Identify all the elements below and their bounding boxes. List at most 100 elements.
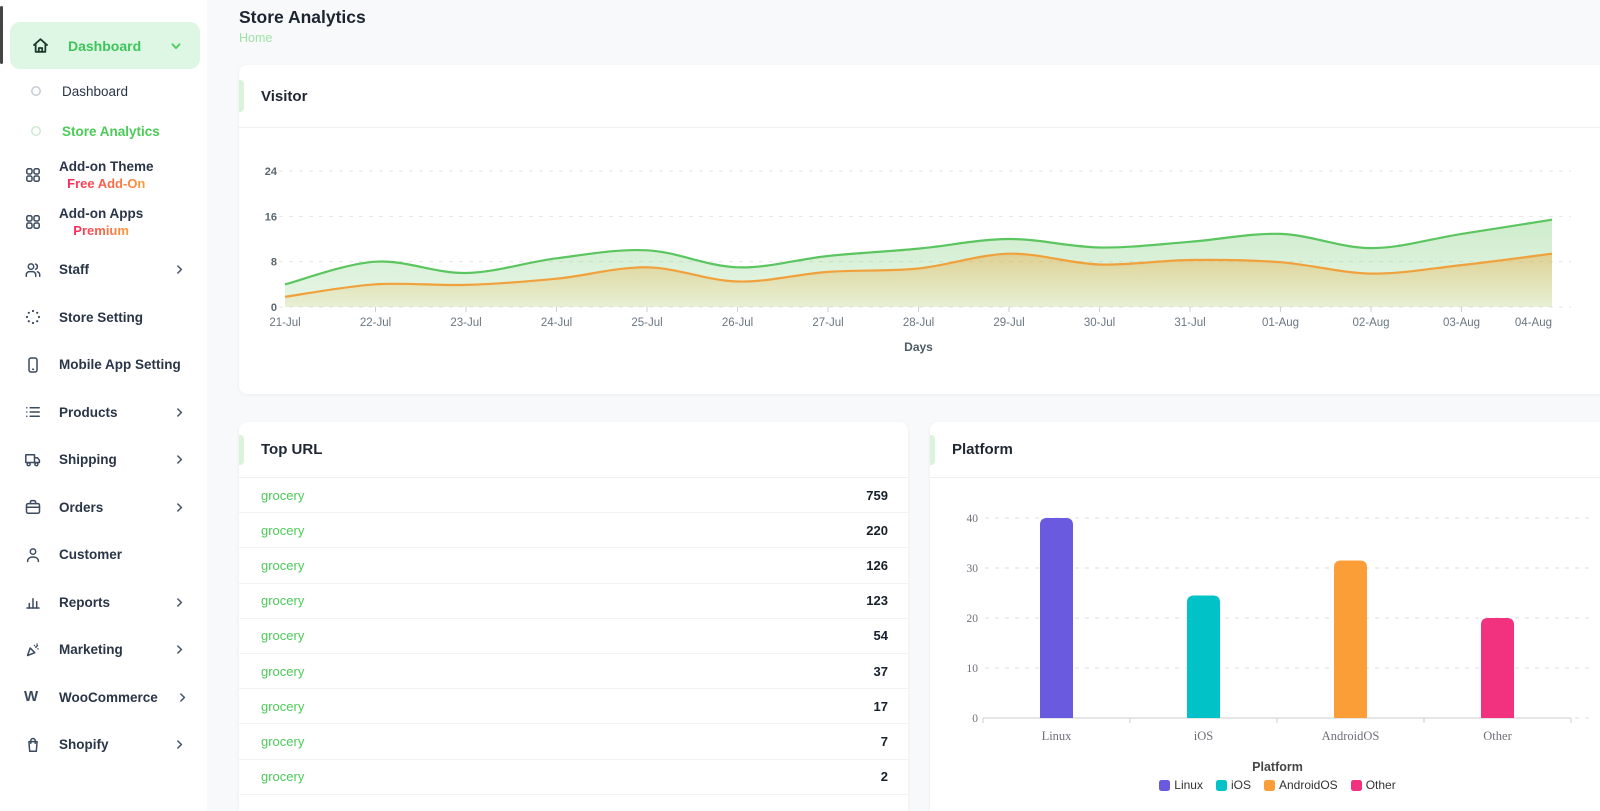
visitor-area-chart: 0 8 16 24 21-Jul 22-Jul 23-Jul 24-Jul 25-Jul 26-J… bbox=[265, 166, 1571, 354]
home-icon bbox=[31, 36, 50, 55]
url-link[interactable]: grocery bbox=[261, 698, 305, 714]
url-count: 2 bbox=[880, 769, 888, 785]
svg-text:0: 0 bbox=[972, 713, 978, 725]
svg-text:8: 8 bbox=[271, 257, 277, 269]
svg-text:iOS: iOS bbox=[1194, 729, 1214, 743]
legend-label: Linux bbox=[1174, 778, 1203, 792]
url-link[interactable]: grocery bbox=[261, 557, 305, 573]
circle-icon bbox=[27, 122, 45, 140]
legend-swatch bbox=[1215, 779, 1227, 791]
sidebar-item-shipping[interactable]: Shipping bbox=[0, 436, 207, 484]
bar-ios bbox=[1187, 595, 1220, 718]
svg-text:25-Jul: 25-Jul bbox=[631, 317, 662, 329]
woocommerce-icon: W bbox=[24, 688, 39, 706]
legend-item-androidos[interactable]: AndroidOS bbox=[1263, 778, 1338, 792]
sidebar-item-orders[interactable]: Orders bbox=[0, 484, 207, 532]
top-url-row: grocery 7 bbox=[239, 724, 908, 760]
top-url-row: grocery 123 bbox=[239, 584, 908, 619]
breadcrumb[interactable]: Home bbox=[239, 31, 273, 45]
svg-text:AndroidOS: AndroidOS bbox=[1322, 729, 1380, 743]
svg-text:28-Jul: 28-Jul bbox=[903, 317, 934, 329]
briefcase-icon bbox=[24, 498, 42, 516]
sidebar-item-marketing[interactable]: Marketing bbox=[0, 626, 207, 674]
sidebar-item-store-setting[interactable]: Store Setting bbox=[0, 294, 207, 342]
top-url-row: grocery 2 bbox=[239, 760, 908, 795]
platform-card-header: Platform bbox=[930, 422, 1600, 478]
svg-text:16: 16 bbox=[265, 211, 277, 223]
svg-text:26-Jul: 26-Jul bbox=[722, 317, 753, 329]
sidebar-item-dashboard[interactable]: Dashboard bbox=[0, 71, 207, 111]
top-url-row: grocery 17 bbox=[239, 689, 908, 725]
sidebar-item-woocommerce[interactable]: W WooCommerce bbox=[0, 674, 207, 722]
url-link[interactable]: grocery bbox=[261, 628, 305, 644]
chevron-down-icon bbox=[168, 38, 184, 54]
legend-swatch bbox=[1350, 779, 1362, 791]
sidebar-item-label: Products bbox=[59, 404, 118, 420]
sidebar-item-shopify[interactable]: Shopify bbox=[0, 721, 207, 769]
green-line bbox=[284, 218, 1553, 286]
url-link[interactable]: grocery bbox=[261, 593, 305, 609]
x-axis-title: Days bbox=[904, 340, 933, 354]
top-url-row: grocery 37 bbox=[239, 654, 908, 690]
url-link[interactable]: grocery bbox=[261, 769, 305, 785]
smartphone-icon bbox=[24, 356, 42, 374]
sidebar-item-badge: Free Add-On bbox=[67, 175, 146, 191]
top-url-card: Top URL grocery 759 grocery 220 grocery 126 gr… bbox=[239, 422, 908, 811]
url-count: 54 bbox=[873, 628, 888, 644]
sidebar-item-store-analytics[interactable]: Store Analytics bbox=[0, 111, 207, 151]
url-link[interactable]: grocery bbox=[261, 487, 305, 503]
url-count: 7 bbox=[880, 733, 888, 749]
url-link[interactable]: grocery bbox=[261, 663, 305, 679]
sidebar-item-customer[interactable]: Customer bbox=[0, 531, 207, 579]
sidebar-item-add-on-theme[interactable]: Add-on Theme Free Add-On bbox=[0, 151, 207, 199]
chevron-right-icon bbox=[172, 595, 187, 610]
svg-text:40: 40 bbox=[967, 513, 979, 525]
url-count: 37 bbox=[873, 663, 888, 679]
sidebar-item-add-on-apps[interactable]: Add-on Apps Premium bbox=[0, 199, 207, 247]
truck-icon bbox=[24, 451, 42, 469]
sidebar-item-label: Reports bbox=[59, 594, 111, 610]
sidebar-item-label: Orders bbox=[59, 499, 104, 515]
url-link[interactable]: grocery bbox=[261, 733, 305, 749]
page-title: Store Analytics bbox=[239, 7, 366, 27]
bar-other bbox=[1481, 618, 1514, 718]
chevron-right-icon bbox=[172, 452, 187, 467]
svg-text:10: 10 bbox=[967, 663, 979, 675]
sidebar-item-label: Shopify bbox=[59, 737, 109, 753]
platform-legend-title: Platform bbox=[1252, 760, 1303, 774]
users-icon bbox=[24, 261, 42, 279]
top-url-row: grocery 54 bbox=[239, 619, 908, 654]
sidebar-item-products[interactable]: Products bbox=[0, 389, 207, 437]
top-url-row: grocery 220 bbox=[239, 513, 908, 549]
sidebar-item-reports[interactable]: Reports bbox=[0, 579, 207, 627]
url-link[interactable]: grocery bbox=[261, 522, 305, 538]
legend-item-other[interactable]: Other bbox=[1350, 778, 1396, 792]
visitor-card-title: Visitor bbox=[261, 87, 308, 105]
sidebar-item-label: Mobile App Setting bbox=[59, 357, 181, 373]
grid-icon bbox=[24, 166, 42, 184]
sidebar-item-label: Customer bbox=[59, 547, 123, 563]
svg-text:03-Aug: 03-Aug bbox=[1443, 317, 1480, 329]
url-count: 759 bbox=[866, 487, 888, 503]
loader-icon bbox=[24, 308, 42, 326]
svg-text:Other: Other bbox=[1483, 729, 1512, 743]
top-url-list: grocery 759 grocery 220 grocery 126 grocery 123… bbox=[239, 478, 908, 795]
svg-text:04-Aug: 04-Aug bbox=[1515, 317, 1552, 329]
legend-item-ios[interactable]: iOS bbox=[1215, 778, 1251, 792]
legend-item-linux[interactable]: Linux bbox=[1159, 778, 1203, 792]
circle-icon bbox=[27, 82, 45, 100]
card-accent-bar bbox=[930, 435, 935, 465]
sidebar-item-label: Store Analytics bbox=[62, 123, 160, 139]
sidebar-item-mobile-app-setting[interactable]: Mobile App Setting bbox=[0, 341, 207, 389]
sidebar-item-dashboard-parent[interactable]: Dashboard bbox=[10, 22, 200, 69]
chevron-right-icon bbox=[172, 500, 187, 515]
svg-text:29-Jul: 29-Jul bbox=[993, 317, 1024, 329]
platform-legend: Platform Linux iOS AndroidOS Other bbox=[930, 760, 1600, 792]
svg-text:01-Aug: 01-Aug bbox=[1262, 317, 1299, 329]
sidebar-scrollbar[interactable] bbox=[0, 6, 3, 64]
sidebar-item-label: Add-on Theme bbox=[59, 158, 154, 174]
top-url-card-title: Top URL bbox=[261, 441, 323, 458]
svg-text:02-Aug: 02-Aug bbox=[1352, 317, 1389, 329]
chevron-right-icon bbox=[175, 690, 190, 705]
sidebar-item-staff[interactable]: Staff bbox=[0, 246, 207, 294]
